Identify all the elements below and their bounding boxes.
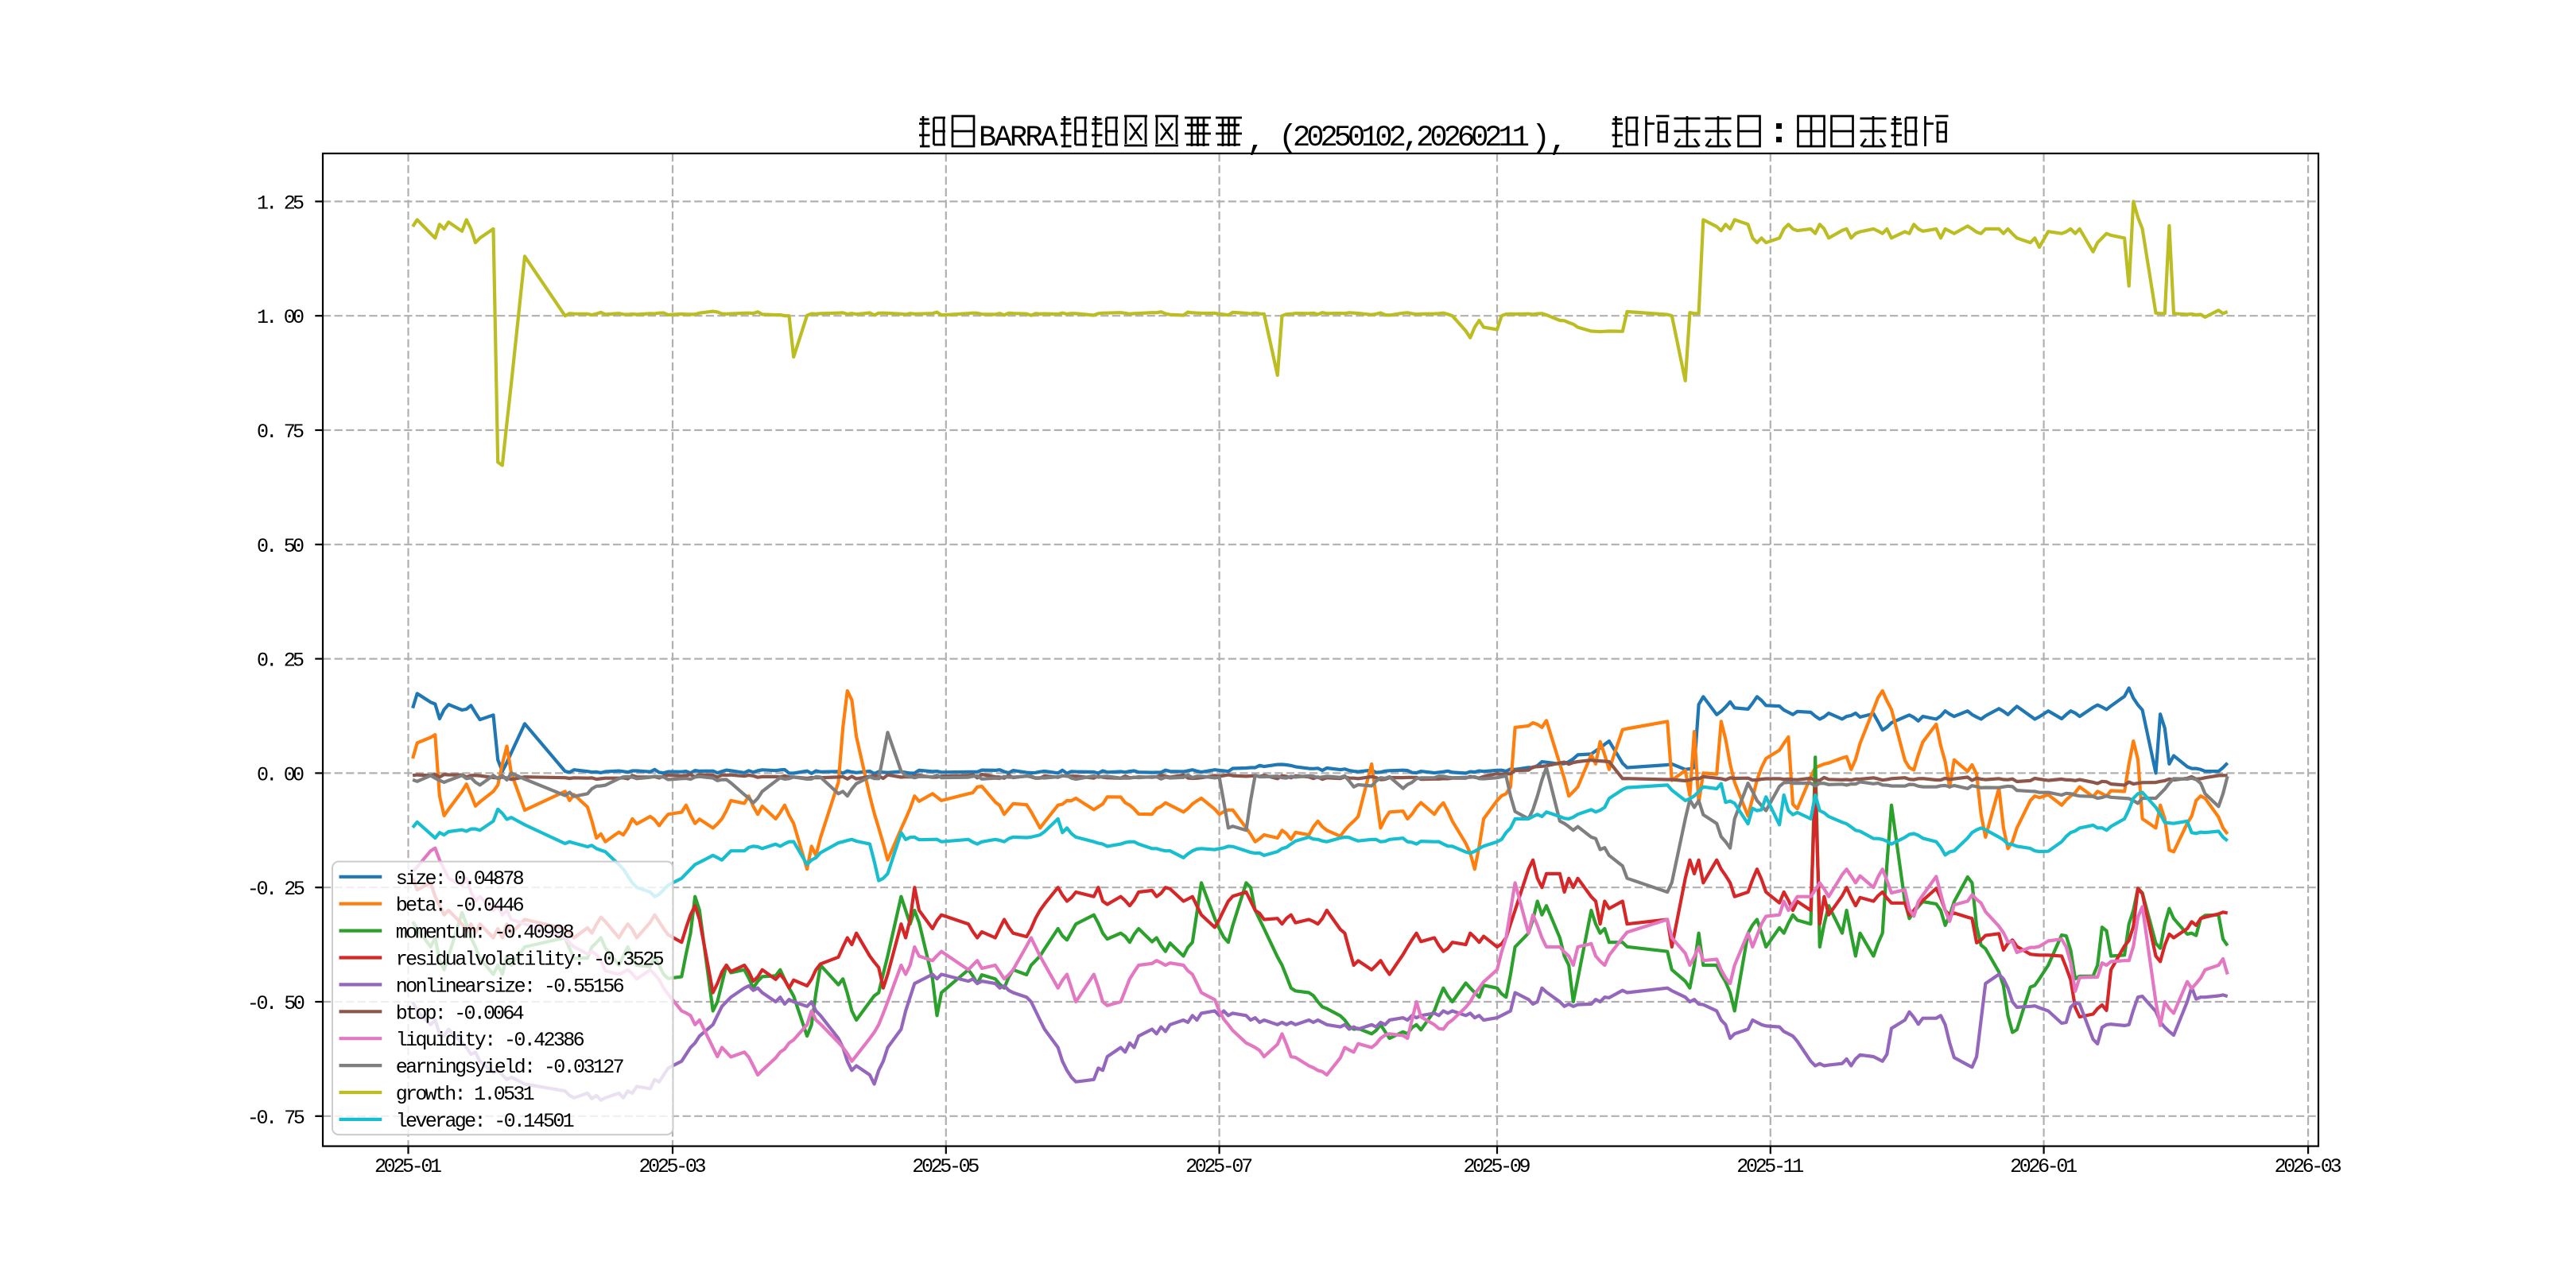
svg-text:(: ( — [1278, 121, 1298, 157]
svg-text:growth: 1.0531: growth: 1.0531 — [396, 1083, 535, 1106]
svg-text:1. 00: 1. 00 — [257, 306, 305, 329]
svg-text:2025-05: 2025-05 — [912, 1155, 980, 1178]
svg-text:leverage: -0.14501: leverage: -0.14501 — [396, 1110, 575, 1133]
svg-text:0. 00: 0. 00 — [257, 763, 305, 786]
svg-text:0. 75: 0. 75 — [257, 421, 305, 444]
svg-text:earningsyield: -0.03127: earningsyield: -0.03127 — [396, 1056, 625, 1079]
svg-text:residualvolatility: -0.3525: residualvolatility: -0.3525 — [396, 949, 665, 972]
svg-text:-0. 25: -0. 25 — [247, 878, 305, 901]
svg-text:momentum: -0.40998: momentum: -0.40998 — [396, 921, 575, 945]
svg-text:btop: -0.0064: btop: -0.0064 — [396, 1002, 525, 1025]
svg-text:1. 25: 1. 25 — [257, 192, 305, 215]
svg-text:beta: -0.0446: beta: -0.0446 — [396, 894, 525, 918]
svg-text:0. 50: 0. 50 — [257, 535, 305, 558]
svg-text:BARRA: BARRA — [979, 122, 1059, 155]
svg-text:size: 0.04878: size: 0.04878 — [396, 867, 525, 890]
svg-text:0. 25: 0. 25 — [257, 650, 305, 673]
svg-text:liquidity: -0.42386: liquidity: -0.42386 — [396, 1029, 585, 1052]
svg-text:2026-03: 2026-03 — [2275, 1155, 2342, 1178]
svg-text:nonlinearsize: -0.55156: nonlinearsize: -0.55156 — [396, 975, 625, 998]
svg-text:20250102,20260211: 20250102,20260211 — [1293, 122, 1530, 155]
svg-text:2025-07: 2025-07 — [1185, 1155, 1253, 1178]
svg-text:): ) — [1531, 121, 1550, 157]
svg-text:-0. 75: -0. 75 — [247, 1107, 305, 1130]
svg-text:2025-11: 2025-11 — [1736, 1155, 1804, 1178]
svg-text:2025-09: 2025-09 — [1464, 1155, 1531, 1178]
svg-text:-0. 50: -0. 50 — [247, 992, 305, 1015]
svg-text:,: , — [1549, 124, 1568, 160]
svg-text:,: , — [1247, 124, 1266, 160]
svg-text:2025-01: 2025-01 — [374, 1155, 442, 1178]
svg-text:2026-01: 2026-01 — [2010, 1155, 2077, 1178]
svg-text:2025-03: 2025-03 — [639, 1155, 707, 1178]
